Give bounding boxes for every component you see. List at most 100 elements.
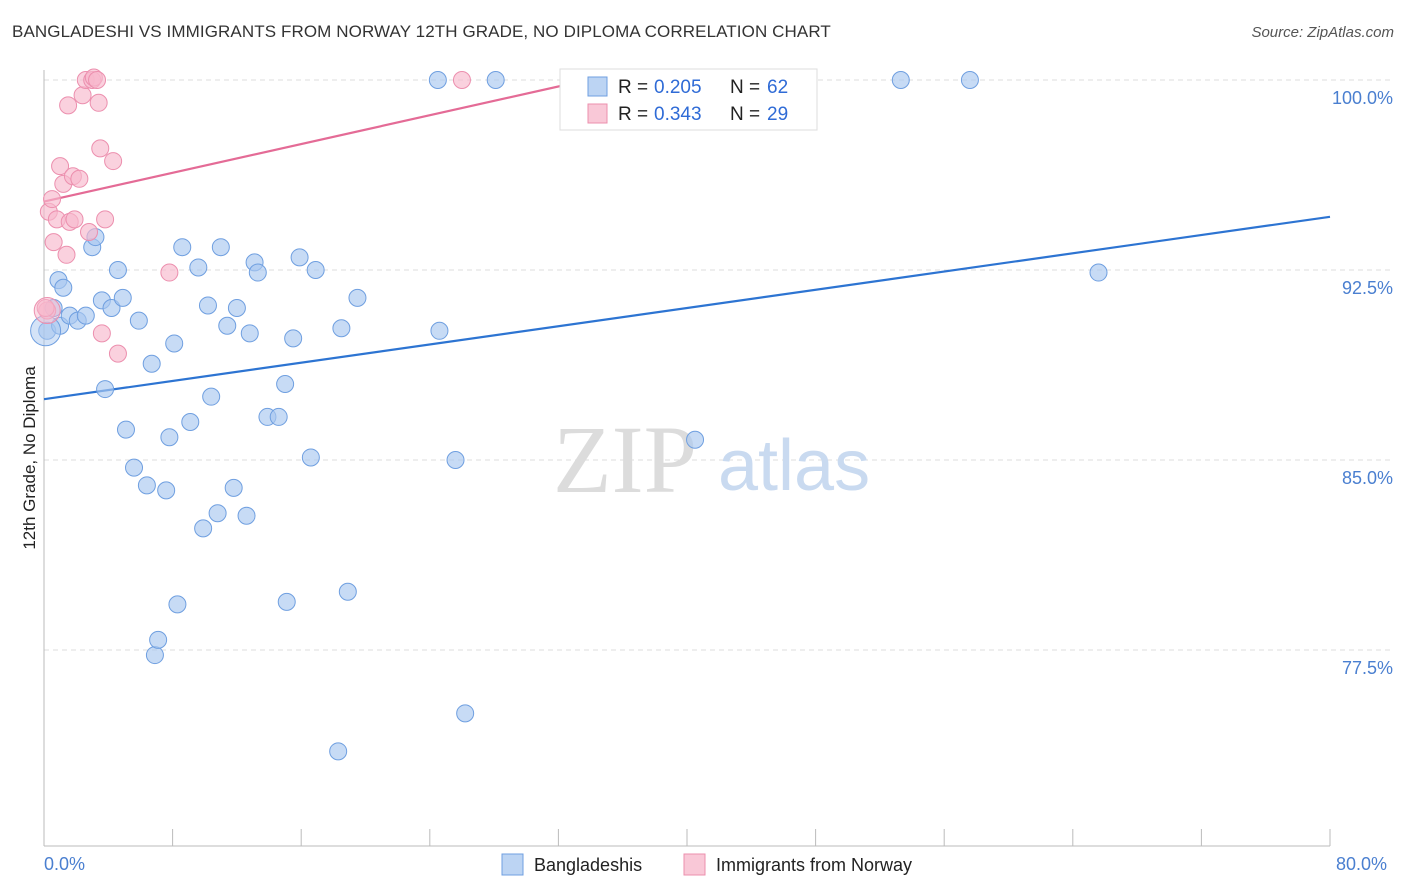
x-tick-label-max: 80.0% [1336,854,1387,874]
x-axis-ticks [43,829,1331,846]
bangladeshis-point [301,448,320,467]
chart-title: BANGLADESHI VS IMMIGRANTS FROM NORWAY 12… [12,22,831,41]
legend-n-value-pink: 29 [767,104,788,125]
norway-point-large [33,297,61,325]
norway-point [51,157,70,176]
bangladeshis-point [145,646,164,665]
points-bangladeshis [30,71,1108,761]
bangladeshis-point [189,258,208,277]
norway-point [73,86,92,105]
norway-point [96,210,115,229]
bangladeshis-point [160,428,179,447]
norway-point [70,169,89,188]
bangladeshis-point [428,71,447,89]
norway-point [108,344,127,363]
legend-swatch-bangladeshis [501,853,524,876]
bangladeshis-point [348,288,367,307]
y-tick-label: 85.0% [1342,468,1393,488]
bangladeshis-point [290,248,309,267]
legend-swatch-norway [683,853,706,876]
bangladeshis-point [329,742,348,761]
bangladeshis-point [165,334,184,353]
bangladeshis-point [960,71,979,89]
x-tick-label-min: 0.0% [44,854,85,874]
legend-n-label-blue: N = [730,77,760,98]
bangladeshis-point [218,316,237,335]
legend-r-value-blue: 0.205 [654,77,702,98]
bangladeshis-point [108,261,127,279]
legend-r-value-pink: 0.343 [654,104,702,125]
legend-n-label-pink: N = [730,104,760,125]
bangladeshis-point [224,478,243,497]
norway-point [44,233,63,252]
bangladeshis-point [891,71,910,89]
bangladeshis-point [76,306,95,325]
bangladeshis-point [332,319,351,338]
correlation-legend: R = 0.205 N = 62 R = 0.343 N = 29 [559,68,818,131]
bangladeshis-point [113,288,132,307]
legend-swatch-blue [587,76,608,97]
bangladeshis-point [168,595,187,614]
bangladeshis-point [276,375,295,393]
bangladeshis-point [102,299,121,317]
series-legend: Bangladeshis Immigrants from Norway [501,853,912,876]
norway-point [92,324,111,343]
norway-point [80,223,99,241]
bangladeshis-point [306,261,325,279]
watermark-zip: ZIP [553,406,697,513]
bangladeshis-point [137,476,156,495]
chart-source: Source: ZipAtlas.com [1251,24,1394,41]
norway-point [57,245,76,264]
bangladeshis-point [248,263,267,282]
bangladeshis-point [198,296,217,315]
bangladeshis-point [446,451,465,469]
bangladeshis-point [1089,263,1108,282]
bangladeshis-point [240,324,259,343]
bangladeshis-point [181,413,200,431]
bangladeshis-point [430,321,449,340]
norway-point [160,263,179,282]
bangladeshis-point [129,311,148,330]
bangladeshis-point [227,299,246,317]
bangladeshis-point [686,430,705,449]
bangladeshis-point [277,592,296,611]
trend-line-norway [43,78,588,203]
bangladeshis-point [211,238,230,257]
bangladeshis-point [116,420,135,439]
bangladeshis-point [202,387,221,406]
legend-swatch-pink [587,103,608,124]
norway-point [91,139,110,158]
grid-lines [44,79,1392,651]
legend-label-norway: Immigrants from Norway [716,855,912,875]
bangladeshis-point [208,504,227,523]
bangladeshis-point [157,481,176,500]
bangladeshis-point [173,238,192,257]
y-tick-labels: 100.0% 92.5% 85.0% 77.5% [1332,88,1393,678]
y-axis-title: 12th Grade, No Diploma [20,366,39,550]
bangladeshis-point [237,506,256,525]
bangladeshis-point [54,278,73,297]
bangladeshis-point [338,582,357,601]
bangladeshis-point [142,354,161,373]
y-tick-label: 92.5% [1342,278,1393,298]
norway-point [65,210,84,229]
trend-line-bangladeshis [43,215,1331,401]
points-norway [33,68,597,363]
norway-point [89,93,108,112]
bangladeshis-point [149,630,168,649]
legend-label-bangladeshis: Bangladeshis [534,855,642,875]
norway-point [88,71,107,89]
norway-point [104,152,123,171]
norway-point [43,190,62,209]
bangladeshis-point [269,407,288,426]
norway-point [59,96,78,115]
legend-n-value-blue: 62 [767,77,788,98]
norway-point [452,71,471,89]
bangladeshis-point [284,329,303,348]
bangladeshis-point [125,458,144,477]
bangladeshis-point [486,71,505,89]
legend-r-label-pink: R = [618,104,648,125]
watermark-atlas: atlas [718,426,870,506]
legend-r-label-blue: R = [618,77,648,98]
